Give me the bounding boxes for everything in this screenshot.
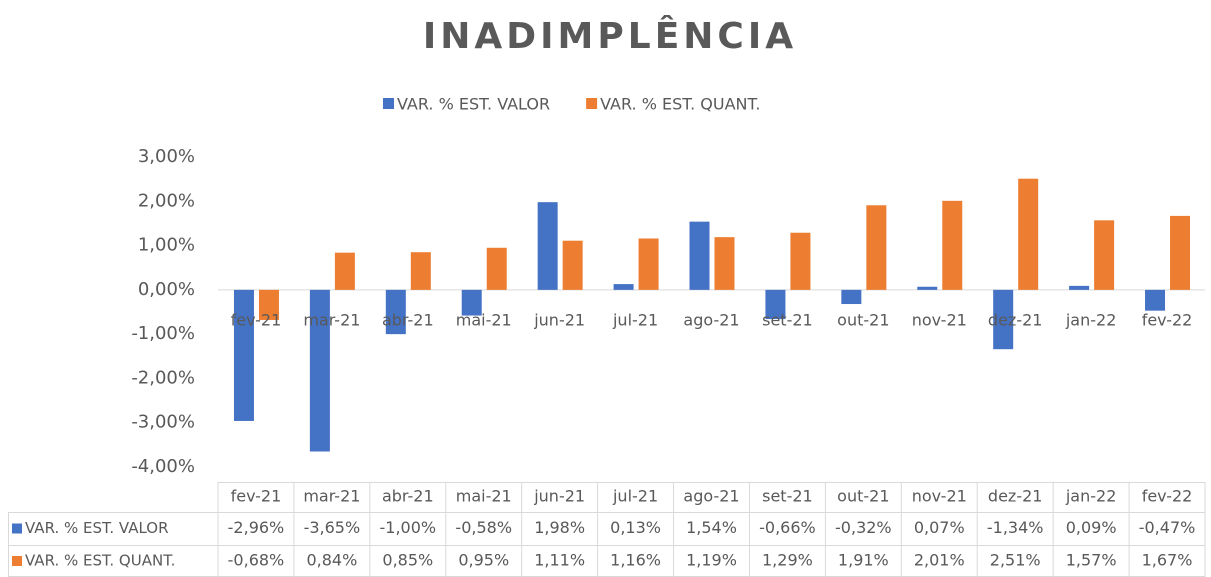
table-header: mar-21 <box>303 487 360 506</box>
table-header: fev-22 <box>1142 487 1193 506</box>
table-header: jun-21 <box>533 487 585 506</box>
bar <box>258 289 279 320</box>
legend-swatch <box>586 98 598 109</box>
table-value: -2,96% <box>228 518 285 537</box>
table-value: 0,84% <box>306 551 357 570</box>
bar <box>942 200 963 290</box>
bar <box>1145 289 1166 311</box>
table-legend-swatch <box>12 556 22 566</box>
legend-label: VAR. % EST. QUANT. <box>600 95 760 114</box>
x-tick-label: ago-21 <box>683 311 739 330</box>
bar <box>689 221 710 290</box>
table-header: set-21 <box>762 487 813 506</box>
y-tick-label: -3,00% <box>131 412 195 433</box>
table-header: out-21 <box>837 487 889 506</box>
bar <box>233 289 254 421</box>
table-value: -1,34% <box>987 518 1044 537</box>
bar <box>537 202 558 290</box>
table-value: -3,65% <box>304 518 361 537</box>
bar <box>385 289 406 335</box>
bar <box>1018 178 1039 290</box>
bar <box>917 286 938 290</box>
x-tick-label: fev-21 <box>231 311 282 330</box>
table-legend-swatch <box>12 523 22 534</box>
table-value: 2,01% <box>914 551 965 570</box>
x-tick-label: out-21 <box>837 311 889 330</box>
table-value: -0,68% <box>228 551 285 570</box>
bar <box>309 289 330 452</box>
table-value: 1,91% <box>838 551 889 570</box>
table-value: 0,85% <box>382 551 433 570</box>
y-tick-label: 1,00% <box>138 235 195 256</box>
x-tick-label: set-21 <box>762 311 813 330</box>
table-value: 0,13% <box>610 518 661 537</box>
table-header: mai-21 <box>456 487 512 506</box>
x-tick-label: jun-21 <box>533 311 585 330</box>
table-header: dez-21 <box>988 487 1043 506</box>
bar <box>1094 220 1115 290</box>
x-tick-label: mai-21 <box>456 311 512 330</box>
table-value: -0,58% <box>455 518 512 537</box>
bar <box>486 247 507 290</box>
table-header: jan-22 <box>1065 487 1117 506</box>
table-value: 2,51% <box>990 551 1041 570</box>
bar <box>562 240 583 290</box>
table-header: fev-21 <box>231 487 282 506</box>
y-tick-label: 3,00% <box>138 146 195 167</box>
table-value: 1,67% <box>1142 551 1193 570</box>
x-tick-label: fev-22 <box>1142 311 1193 330</box>
table-value: 1,98% <box>534 518 585 537</box>
table-value: 0,95% <box>458 551 509 570</box>
table-header: nov-21 <box>912 487 967 506</box>
x-tick-label: jul-21 <box>612 311 658 330</box>
y-tick-label: -2,00% <box>131 367 195 388</box>
table-value: -0,32% <box>835 518 892 537</box>
table-value: 1,11% <box>534 551 585 570</box>
x-tick-label: dez-21 <box>988 311 1043 330</box>
table-header: abr-21 <box>382 487 434 506</box>
x-tick-label: abr-21 <box>382 311 434 330</box>
table-value: -1,00% <box>380 518 437 537</box>
chart-title: INADIMPLÊNCIA <box>423 15 797 57</box>
table-value: 1,54% <box>686 518 737 537</box>
x-tick-label: jan-22 <box>1065 311 1117 330</box>
table-value: 1,57% <box>1066 551 1117 570</box>
bar <box>714 237 735 290</box>
table-series-label: VAR. % EST. QUANT. <box>25 552 175 570</box>
table-header: ago-21 <box>683 487 739 506</box>
table-value: 1,19% <box>686 551 737 570</box>
table-value: 1,16% <box>610 551 661 570</box>
table-value: 1,29% <box>762 551 813 570</box>
bar <box>638 238 659 290</box>
table-value: 0,09% <box>1066 518 1117 537</box>
x-tick-label: nov-21 <box>912 311 967 330</box>
y-tick-label: -4,00% <box>131 456 195 477</box>
table-value: -0,66% <box>759 518 816 537</box>
bar <box>993 289 1014 350</box>
legend-label: VAR. % EST. VALOR <box>397 95 550 114</box>
bar <box>461 289 482 316</box>
y-tick-label: -1,00% <box>131 323 195 344</box>
table-value: -0,47% <box>1139 518 1196 537</box>
y-tick-label: 0,00% <box>138 279 195 300</box>
table-series-label: VAR. % EST. VALOR <box>25 519 169 537</box>
legend-swatch <box>383 98 394 109</box>
bar <box>841 289 862 305</box>
bar <box>410 252 431 290</box>
bar <box>1069 285 1090 290</box>
bar <box>613 284 634 290</box>
bar <box>866 205 887 290</box>
bar <box>1170 215 1191 290</box>
y-tick-label: 2,00% <box>138 190 195 211</box>
bar <box>790 232 811 290</box>
bar <box>334 252 355 290</box>
bar <box>765 289 786 320</box>
table-value: 0,07% <box>914 518 965 537</box>
x-tick-label: mar-21 <box>303 311 360 330</box>
table-header: jul-21 <box>612 487 658 506</box>
